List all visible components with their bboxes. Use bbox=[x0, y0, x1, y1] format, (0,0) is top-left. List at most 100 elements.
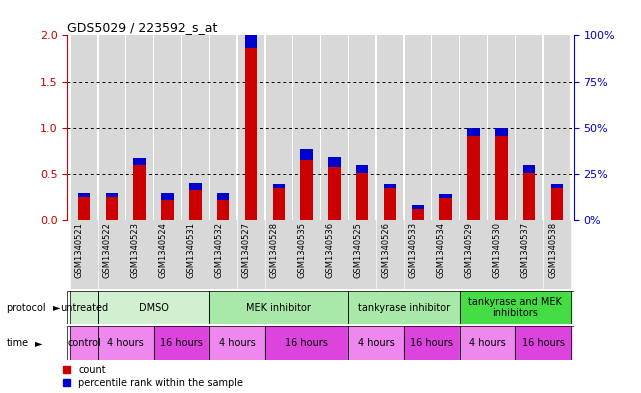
Bar bbox=[412, 205, 424, 209]
Text: 4 hours: 4 hours bbox=[219, 338, 255, 348]
Bar bbox=[265, 35, 292, 220]
Text: tankyrase inhibitor: tankyrase inhibitor bbox=[358, 303, 450, 312]
Bar bbox=[161, 193, 174, 200]
Bar bbox=[245, 35, 257, 220]
Bar bbox=[99, 35, 125, 220]
Bar bbox=[126, 35, 153, 220]
Text: GSM1340522: GSM1340522 bbox=[103, 222, 112, 278]
Text: GSM1340531: GSM1340531 bbox=[187, 222, 196, 278]
Text: GSM1340537: GSM1340537 bbox=[520, 222, 529, 278]
Bar bbox=[301, 152, 313, 220]
Text: GSM1340530: GSM1340530 bbox=[492, 222, 501, 278]
Bar bbox=[328, 157, 340, 167]
Bar bbox=[460, 326, 515, 360]
Text: 4 hours: 4 hours bbox=[469, 338, 506, 348]
Text: GSM1340536: GSM1340536 bbox=[326, 222, 335, 278]
Bar bbox=[404, 35, 431, 220]
Text: 16 hours: 16 hours bbox=[285, 338, 328, 348]
Text: GSM1340535: GSM1340535 bbox=[297, 222, 306, 278]
Bar bbox=[495, 128, 508, 136]
Text: tankyrase and MEK
inhibitors: tankyrase and MEK inhibitors bbox=[469, 297, 562, 318]
Text: GSM1340528: GSM1340528 bbox=[270, 222, 279, 278]
Bar bbox=[544, 220, 570, 289]
Bar bbox=[154, 35, 181, 220]
Bar bbox=[488, 220, 515, 289]
Bar bbox=[78, 193, 90, 197]
Bar bbox=[384, 184, 396, 188]
Bar bbox=[272, 184, 285, 188]
Bar bbox=[460, 291, 571, 324]
Bar bbox=[433, 220, 459, 289]
Text: GSM1340523: GSM1340523 bbox=[131, 222, 140, 278]
Bar bbox=[440, 194, 452, 198]
Bar bbox=[467, 130, 480, 220]
Bar bbox=[328, 160, 340, 220]
Text: GSM1340529: GSM1340529 bbox=[465, 222, 474, 278]
Bar bbox=[404, 326, 460, 360]
Bar bbox=[294, 220, 320, 289]
Bar bbox=[238, 220, 264, 289]
Bar bbox=[348, 291, 460, 324]
Bar bbox=[321, 220, 347, 289]
Bar bbox=[515, 326, 571, 360]
Bar bbox=[217, 193, 229, 200]
Bar bbox=[265, 220, 292, 289]
Text: protocol: protocol bbox=[6, 303, 46, 312]
Bar bbox=[126, 220, 153, 289]
Bar bbox=[356, 165, 369, 173]
Text: DMSO: DMSO bbox=[138, 303, 169, 312]
Text: ►: ► bbox=[53, 303, 61, 312]
Bar bbox=[349, 220, 376, 289]
Bar bbox=[210, 220, 237, 289]
Bar bbox=[189, 183, 201, 190]
Bar bbox=[551, 185, 563, 220]
Bar bbox=[412, 206, 424, 220]
Bar bbox=[523, 165, 535, 173]
Bar bbox=[377, 35, 403, 220]
Bar bbox=[209, 291, 348, 324]
Bar bbox=[523, 167, 535, 220]
Bar bbox=[348, 326, 404, 360]
Bar bbox=[404, 220, 431, 289]
Bar bbox=[265, 326, 348, 360]
Text: GDS5029 / 223592_s_at: GDS5029 / 223592_s_at bbox=[67, 21, 218, 34]
Text: MEK inhibitor: MEK inhibitor bbox=[246, 303, 311, 312]
Bar bbox=[70, 326, 98, 360]
Text: 16 hours: 16 hours bbox=[160, 338, 203, 348]
Bar bbox=[71, 220, 97, 289]
Bar bbox=[551, 184, 563, 188]
Bar bbox=[217, 195, 229, 220]
Legend: count, percentile rank within the sample: count, percentile rank within the sample bbox=[63, 365, 243, 388]
Bar bbox=[78, 194, 90, 220]
Text: time: time bbox=[6, 338, 29, 348]
Bar bbox=[544, 35, 570, 220]
Bar bbox=[460, 220, 487, 289]
Bar bbox=[272, 185, 285, 220]
Bar bbox=[98, 326, 154, 360]
Bar bbox=[133, 160, 146, 220]
Bar bbox=[245, 30, 257, 48]
Bar bbox=[301, 149, 313, 160]
Text: 4 hours: 4 hours bbox=[107, 338, 144, 348]
Bar bbox=[349, 35, 376, 220]
Bar bbox=[70, 291, 98, 324]
Text: 16 hours: 16 hours bbox=[410, 338, 453, 348]
Bar bbox=[133, 158, 146, 165]
Bar bbox=[294, 35, 320, 220]
Text: GSM1340532: GSM1340532 bbox=[214, 222, 223, 278]
Bar bbox=[384, 185, 396, 220]
Bar bbox=[106, 193, 118, 197]
Bar bbox=[71, 35, 97, 220]
Bar bbox=[182, 220, 208, 289]
Text: untreated: untreated bbox=[60, 303, 108, 312]
Bar bbox=[467, 128, 480, 136]
Bar bbox=[210, 35, 237, 220]
Bar bbox=[488, 35, 515, 220]
Bar bbox=[161, 195, 174, 220]
Bar bbox=[182, 35, 208, 220]
Bar bbox=[106, 194, 118, 220]
Bar bbox=[189, 185, 201, 220]
Bar bbox=[440, 195, 452, 220]
Text: ►: ► bbox=[35, 338, 43, 348]
Bar bbox=[98, 291, 209, 324]
